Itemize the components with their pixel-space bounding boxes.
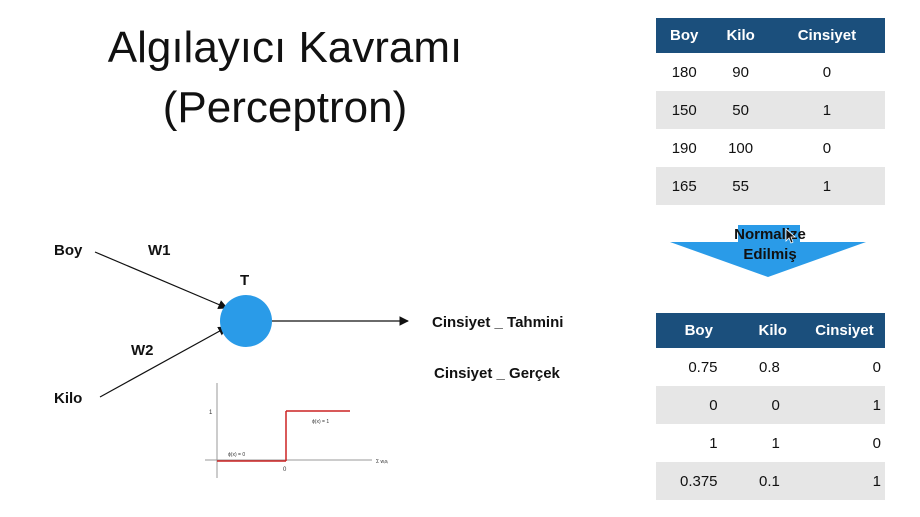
mouse-cursor-icon	[785, 228, 797, 244]
column-header: Kilo	[712, 18, 769, 53]
slide-title-line1: Algılayıcı Kavramı	[107, 23, 463, 72]
table-row: 0 0 1	[656, 386, 885, 424]
weight-label-w1: W1	[148, 242, 171, 259]
column-header: Boy	[656, 313, 742, 348]
table-cell: 0.375	[656, 462, 742, 500]
table-cell: 0	[872, 434, 881, 452]
table-cell: 180	[671, 63, 697, 81]
input-label-kilo: Kilo	[54, 390, 83, 407]
table-cell: 50	[712, 91, 769, 129]
table-cell: 1	[803, 386, 885, 424]
normalize-arrow	[670, 225, 866, 277]
column-header: Cinsiyet	[803, 313, 885, 348]
normalize-label-line1: Normalize	[734, 226, 806, 243]
table-cell: 90	[732, 63, 749, 81]
step-x-tick: 0	[283, 467, 287, 473]
table-cell: 0	[741, 386, 804, 424]
step-y-tick: 1	[209, 410, 213, 416]
table-cell: 0	[872, 358, 881, 376]
table-cell: 165	[656, 167, 713, 205]
weight-label-w2: W2	[131, 342, 154, 359]
column-header: Cinsiyet	[768, 18, 885, 53]
table-cell: 1	[709, 434, 718, 452]
table-cell: 0.75	[688, 358, 718, 376]
table-cell: 55	[712, 167, 769, 205]
table-row: 190 100 0	[656, 129, 885, 167]
step-right-label: ϕ(x) = 1	[312, 419, 329, 425]
normalized-data-table: Boy Kilo Cinsiyet 0.75 0.8 0 0 0 1 1 1 0…	[656, 313, 885, 500]
step-x-axis-label: Σ wᵢxᵢ	[376, 459, 388, 465]
table-header-row: Boy Kilo Cinsiyet	[656, 313, 885, 348]
table-cell: 190	[671, 139, 697, 157]
node-label-t: T	[240, 272, 250, 289]
table-row: 150 50 1	[656, 91, 885, 129]
table-cell: 1	[771, 434, 780, 452]
table-row: 180 90 0	[656, 53, 885, 91]
table-cell: 1	[768, 167, 885, 205]
input-label-boy: Boy	[54, 242, 83, 259]
raw-data-table: Boy Kilo Cinsiyet 180 90 0 150 50 1 190 …	[656, 18, 885, 205]
step-function-plot: 1 0 ϕ(x) = 0 ϕ(x) = 1 Σ wᵢxᵢ	[205, 383, 388, 478]
normalize-label-line2: Edilmiş	[743, 246, 796, 263]
table-cell: 1	[768, 91, 885, 129]
table-cell: 0.1	[741, 462, 804, 500]
table-row: 0.375 0.1 1	[656, 462, 885, 500]
perceptron-node	[220, 295, 272, 347]
table-row: 165 55 1	[656, 167, 885, 205]
table-cell: 100	[728, 139, 754, 157]
table-cell: 0	[822, 139, 832, 157]
table-row: 0.75 0.8 0	[656, 348, 885, 386]
column-header: Kilo	[741, 313, 804, 348]
edge-boy-to-node	[94, 251, 228, 310]
table-cell: 0	[822, 63, 832, 81]
table-cell: 0.8	[759, 358, 780, 376]
slide-title-line2: (Perceptron)	[162, 83, 408, 132]
table-header-row: Boy Kilo Cinsiyet	[656, 18, 885, 53]
output-label-actual: Cinsiyet _ Gerçek	[434, 365, 560, 382]
output-label-predicted: Cinsiyet _ Tahmini	[432, 314, 564, 331]
column-header: Boy	[656, 18, 713, 53]
edge-kilo-to-node	[99, 326, 228, 398]
table-cell: 0	[656, 386, 742, 424]
table-row: 1 1 0	[656, 424, 885, 462]
table-cell: 150	[656, 91, 713, 129]
table-cell: 1	[803, 462, 885, 500]
step-left-label: ϕ(x) = 0	[228, 452, 245, 458]
